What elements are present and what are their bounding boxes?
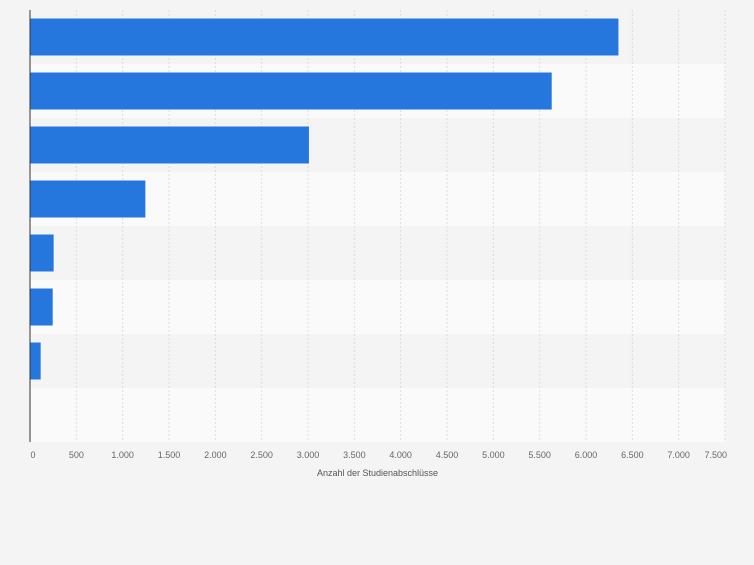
- x-axis-title: Anzahl der Studienabschlüsse: [317, 468, 438, 478]
- bar[interactable]: [30, 342, 41, 380]
- row-band: [30, 280, 725, 334]
- bar[interactable]: [30, 180, 146, 218]
- x-tick-label: 7.500: [704, 450, 727, 460]
- x-tick-label: 500: [69, 450, 84, 460]
- bar[interactable]: [30, 234, 54, 272]
- row-band: [30, 226, 725, 280]
- bar[interactable]: [30, 72, 552, 110]
- row-band: [30, 388, 725, 442]
- x-tick-label: 1.500: [158, 450, 181, 460]
- x-tick-label: 5.000: [482, 450, 505, 460]
- x-tick-label: 2.500: [250, 450, 273, 460]
- bar[interactable]: [30, 288, 53, 326]
- x-tick-label: 0: [30, 450, 35, 460]
- row-band: [30, 172, 725, 226]
- row-bands: [30, 10, 725, 442]
- x-tick-label: 6.500: [621, 450, 644, 460]
- x-tick-label: 5.500: [528, 450, 551, 460]
- x-tick-label: 3.500: [343, 450, 366, 460]
- x-tick-label: 1.000: [111, 450, 134, 460]
- x-axis-tick-labels: 0 500 1.000 1.500 2.000 2.500 3.000 3.500 4.000 4…: [30, 450, 727, 460]
- x-tick-label: 4.500: [436, 450, 459, 460]
- bars: [30, 18, 619, 380]
- x-tick-label: 7.000: [667, 450, 690, 460]
- x-tick-label: 4.000: [389, 450, 412, 460]
- row-band: [30, 334, 725, 388]
- bar[interactable]: [30, 18, 619, 56]
- x-tick-label: 6.000: [575, 450, 598, 460]
- bar[interactable]: [30, 126, 309, 164]
- x-tick-label: 2.000: [204, 450, 227, 460]
- x-tick-label: 3.000: [297, 450, 320, 460]
